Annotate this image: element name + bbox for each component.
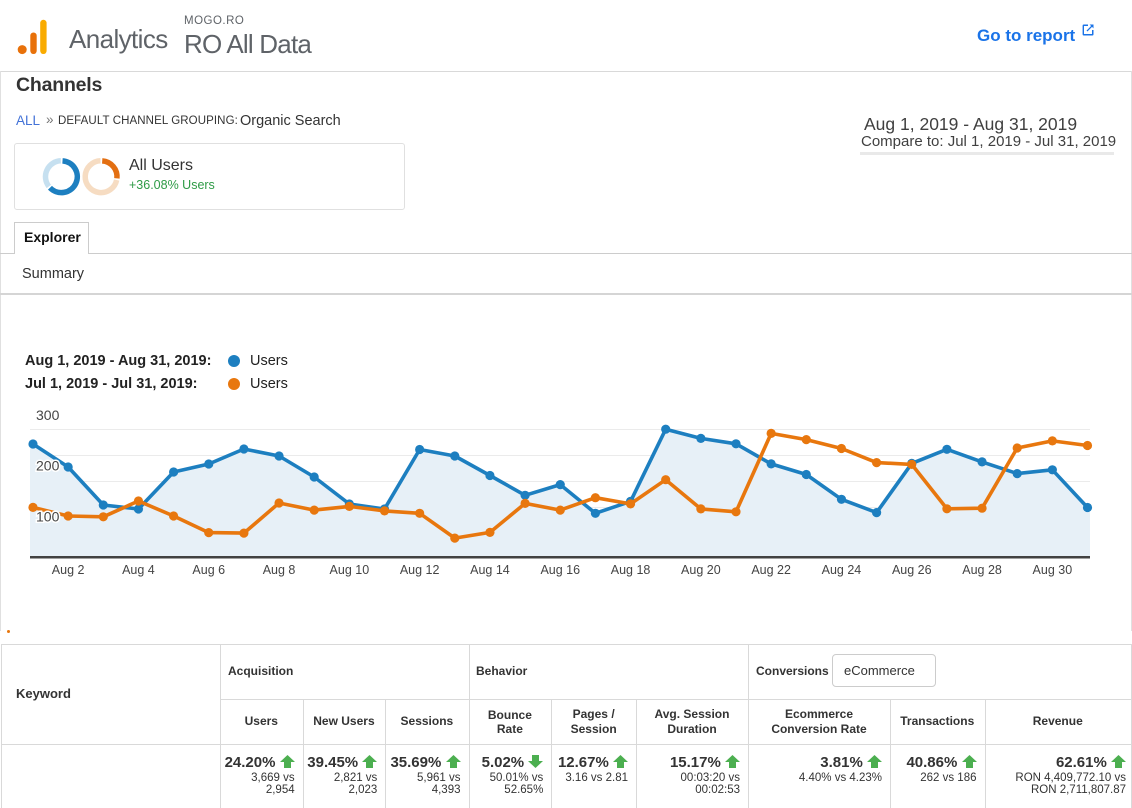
svg-text:200: 200	[36, 458, 60, 474]
svg-text:300: 300	[36, 407, 60, 423]
svg-text:100: 100	[36, 509, 60, 525]
